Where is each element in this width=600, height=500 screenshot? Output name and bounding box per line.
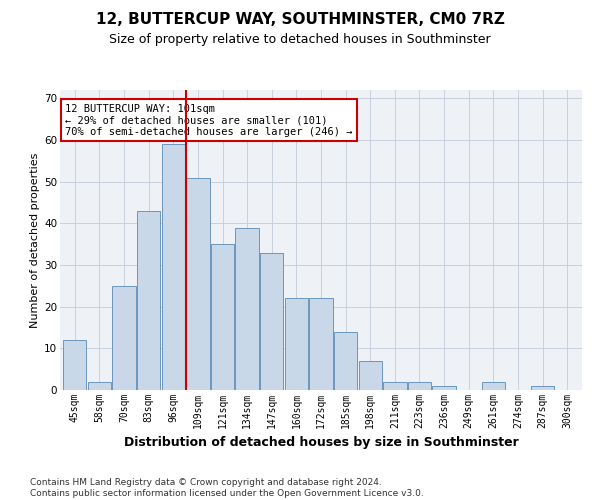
- Bar: [334, 332, 358, 390]
- Bar: [63, 340, 86, 390]
- Bar: [482, 382, 505, 390]
- Text: 12 BUTTERCUP WAY: 101sqm
← 29% of detached houses are smaller (101)
70% of semi-: 12 BUTTERCUP WAY: 101sqm ← 29% of detach…: [65, 104, 353, 136]
- Bar: [112, 286, 136, 390]
- Bar: [433, 386, 456, 390]
- Bar: [186, 178, 209, 390]
- Bar: [161, 144, 185, 390]
- Bar: [531, 386, 554, 390]
- Bar: [408, 382, 431, 390]
- Text: Contains HM Land Registry data © Crown copyright and database right 2024.
Contai: Contains HM Land Registry data © Crown c…: [30, 478, 424, 498]
- Bar: [137, 211, 160, 390]
- Text: 12, BUTTERCUP WAY, SOUTHMINSTER, CM0 7RZ: 12, BUTTERCUP WAY, SOUTHMINSTER, CM0 7RZ: [95, 12, 505, 28]
- Text: Size of property relative to detached houses in Southminster: Size of property relative to detached ho…: [109, 32, 491, 46]
- Bar: [235, 228, 259, 390]
- Bar: [383, 382, 407, 390]
- Bar: [88, 382, 111, 390]
- Bar: [260, 252, 283, 390]
- Bar: [310, 298, 332, 390]
- X-axis label: Distribution of detached houses by size in Southminster: Distribution of detached houses by size …: [124, 436, 518, 450]
- Bar: [284, 298, 308, 390]
- Bar: [359, 361, 382, 390]
- Y-axis label: Number of detached properties: Number of detached properties: [30, 152, 40, 328]
- Bar: [211, 244, 234, 390]
